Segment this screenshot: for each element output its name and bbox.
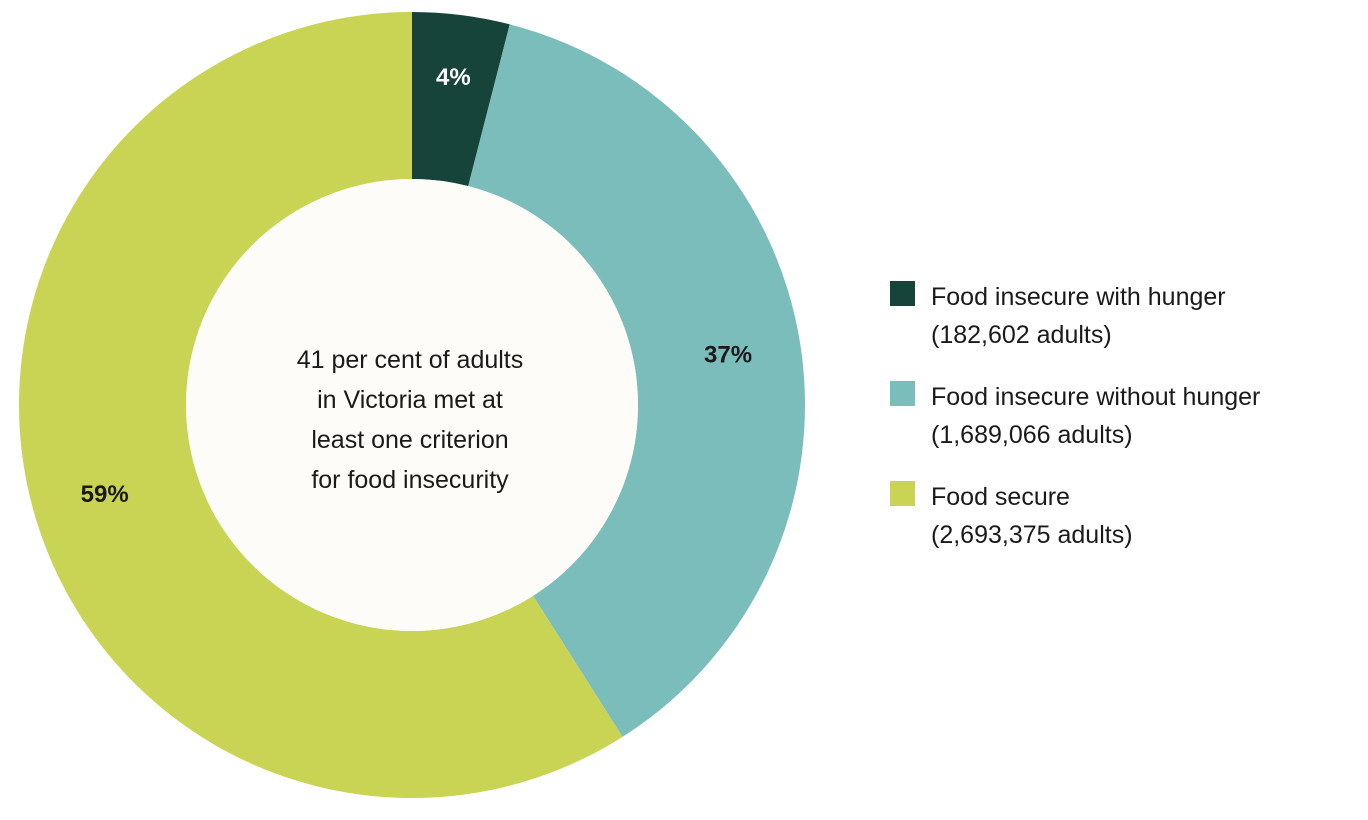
- center-annotation-line: in Victoria met at: [317, 386, 503, 414]
- legend-label: Food insecure without hunger: [931, 383, 1261, 411]
- center-annotation: 41 per cent of adults in Victoria met at…: [250, 340, 570, 500]
- center-annotation-line: 41 per cent of adults: [296, 346, 524, 374]
- legend-item: Food secure (2,693,375 adults): [890, 478, 1260, 554]
- slice-food-hunger: [412, 12, 510, 187]
- slice-food-without-hunger: [468, 24, 805, 737]
- donut-hole: [186, 179, 638, 631]
- legend-item: Food insecure without hunger (1,689,066 …: [890, 378, 1260, 454]
- legend-swatch: [890, 481, 915, 506]
- legend: Food insecure with hunger (182,602 adult…: [890, 278, 1260, 578]
- slice-food-secure: [18, 12, 623, 798]
- center-annotation-line: for food insecurity: [311, 466, 509, 494]
- legend-count: (2,693,375 adults): [931, 521, 1133, 549]
- legend-label: Food secure: [931, 483, 1070, 511]
- slice-label: 59%: [81, 481, 129, 508]
- legend-count: (1,689,066 adults): [931, 421, 1133, 449]
- legend-item: Food insecure with hunger (182,602 adult…: [890, 278, 1260, 354]
- legend-count: (182,602 adults): [931, 321, 1112, 349]
- center-annotation-line: least one criterion: [311, 426, 509, 454]
- slice-label: 4%: [436, 64, 471, 91]
- legend-label: Food insecure with hunger: [931, 283, 1226, 311]
- legend-swatch: [890, 281, 915, 306]
- legend-swatch: [890, 381, 915, 406]
- slice-label: 37%: [704, 341, 752, 368]
